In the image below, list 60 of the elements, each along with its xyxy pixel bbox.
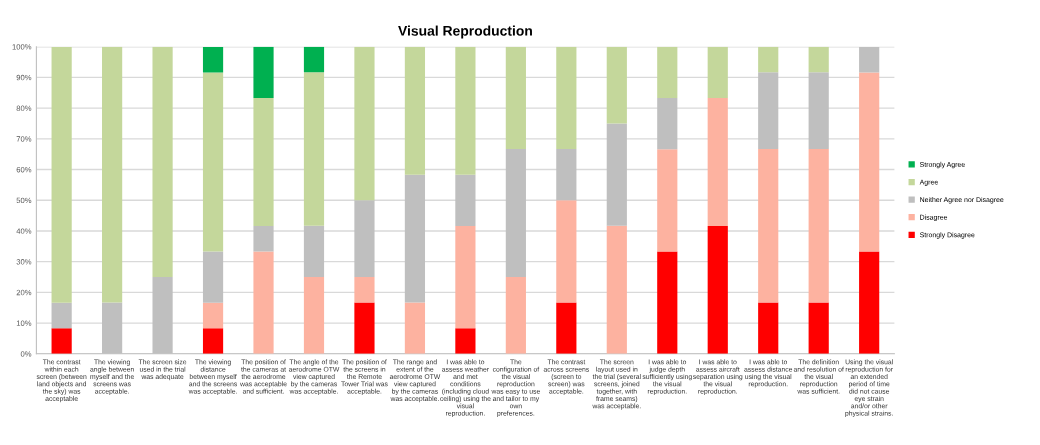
- bar: [354, 46, 375, 201]
- bar: [51, 47, 72, 303]
- bar: [51, 302, 72, 329]
- bar: [404, 46, 426, 175]
- bar: [606, 123, 627, 226]
- bar: [253, 46, 274, 98]
- bar: [51, 328, 72, 354]
- bar: [758, 46, 779, 73]
- bar: [556, 46, 577, 149]
- bar: [505, 277, 526, 354]
- bar: [354, 277, 375, 303]
- bar: [606, 225, 627, 354]
- bar: [253, 226, 274, 252]
- bar: [505, 148, 526, 278]
- bar: [303, 46, 325, 73]
- bar: [102, 46, 123, 303]
- bar: [202, 302, 224, 329]
- bar: [303, 225, 325, 278]
- bar: [455, 226, 476, 329]
- bar: [707, 46, 728, 98]
- bar: [606, 46, 627, 124]
- bar: [404, 174, 426, 303]
- bar: [354, 302, 375, 354]
- bar: [808, 302, 829, 354]
- bar: [758, 302, 779, 354]
- bar: [556, 200, 577, 303]
- bar: [455, 46, 476, 175]
- bar: [556, 302, 577, 354]
- bar: [152, 46, 173, 278]
- bar: [657, 46, 678, 98]
- bar: [202, 251, 224, 303]
- chart-title: Visual Reproduction: [398, 25, 532, 39]
- bar: [657, 149, 678, 252]
- bar: [657, 251, 678, 354]
- bar: [455, 328, 476, 354]
- bar: [707, 226, 728, 354]
- bar: [859, 251, 880, 354]
- bar: [505, 46, 526, 149]
- bar: [303, 72, 325, 226]
- bar: [657, 98, 678, 150]
- bar: [202, 47, 224, 73]
- bar: [859, 47, 880, 73]
- bar: [404, 302, 426, 354]
- bar: [808, 46, 829, 73]
- bar: [354, 200, 375, 278]
- bar: [808, 148, 829, 303]
- bar: [202, 72, 224, 252]
- bar: [202, 328, 224, 354]
- bar: [859, 72, 880, 252]
- bar: [707, 98, 728, 227]
- bar: [102, 302, 123, 354]
- bar: [808, 72, 829, 149]
- bar: [253, 98, 274, 227]
- bar: [556, 148, 577, 201]
- bar: [253, 251, 274, 354]
- bar: [758, 72, 779, 149]
- bar: [455, 174, 476, 227]
- bar: [152, 277, 173, 354]
- bar: [758, 148, 779, 303]
- bar: [303, 277, 325, 354]
